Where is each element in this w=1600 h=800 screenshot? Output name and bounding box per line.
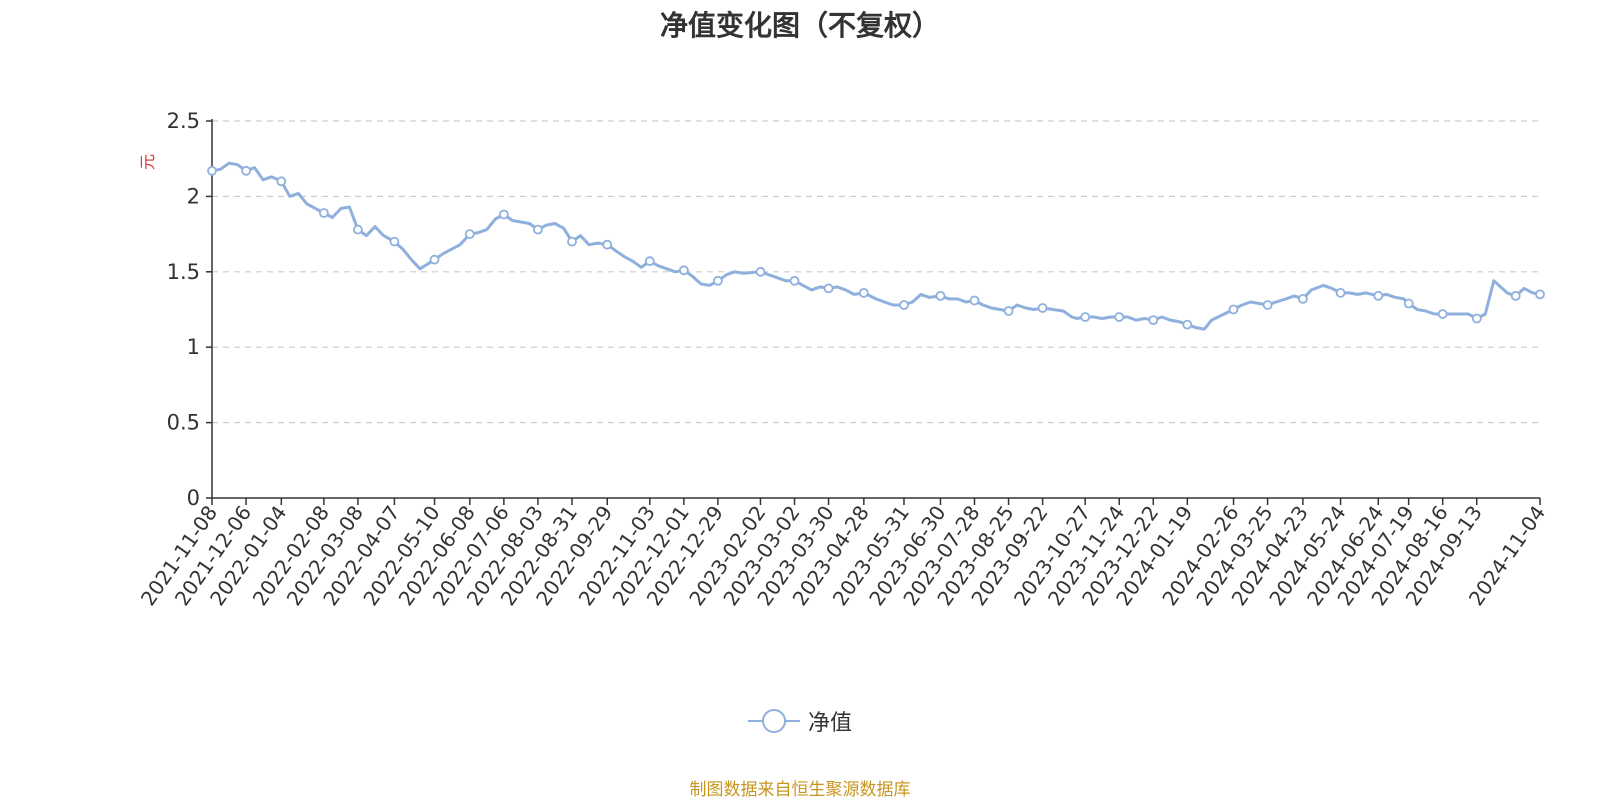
y-axis-label: 元 [138, 154, 157, 170]
nav-point [1298, 293, 1308, 304]
axis-layer: 00.511.522.52021-11-082021-12-062022-01-… [136, 109, 1550, 610]
nav-point [969, 295, 980, 306]
nav-point [644, 256, 655, 267]
nav-point [318, 208, 329, 218]
nav-point [1437, 309, 1448, 319]
nav-point [567, 236, 577, 247]
nav-point [533, 224, 543, 235]
nav-point [1037, 303, 1048, 313]
y-tick-label: 2 [187, 184, 200, 208]
nav-series-line [211, 161, 1541, 331]
nav-point [241, 165, 252, 176]
nav-point [1471, 313, 1482, 324]
y-tick-label: 1.5 [167, 260, 200, 284]
nav-point [789, 275, 800, 286]
nav-point [1335, 287, 1346, 298]
nav-point [1510, 290, 1521, 301]
nav-point [935, 290, 946, 301]
nav-point [823, 283, 834, 294]
nav-point [1148, 315, 1159, 326]
nav-point [464, 229, 475, 240]
nav-point [352, 224, 363, 235]
nav-point [1403, 298, 1414, 309]
nav-point [1262, 300, 1273, 310]
nav-point [1373, 290, 1384, 301]
legend-marker-icon [747, 706, 800, 736]
nav-point [389, 236, 400, 247]
nav-point [679, 265, 689, 276]
y-tick-label: 1 [187, 335, 200, 359]
y-tick-label: 2.5 [167, 109, 200, 133]
nav-point [1182, 319, 1193, 330]
series-layer [207, 161, 1545, 331]
chart-title: 净值变化图（不复权） [659, 9, 940, 42]
nav-point [1114, 312, 1125, 322]
nav-point [713, 275, 723, 286]
nav-point [1535, 289, 1545, 300]
nav-point [276, 176, 287, 187]
nav-point [498, 209, 509, 220]
nav-point [858, 287, 869, 298]
nav-point [602, 239, 613, 250]
y-tick-label: 0 [187, 486, 200, 510]
nav-point [899, 300, 909, 310]
legend[interactable]: 净值 [0, 705, 1600, 737]
y-tick-label: 0.5 [167, 411, 200, 435]
nav-point [429, 254, 440, 265]
nav-point [1228, 304, 1239, 315]
data-source-note: 制图数据来自恒生聚源数据库 [689, 780, 911, 800]
nav-point [1003, 306, 1014, 316]
nav-point [207, 165, 217, 176]
nav-point [1080, 312, 1091, 322]
grid-layer [212, 120, 1540, 424]
legend-label: 净值 [807, 711, 852, 736]
nav-point [755, 266, 766, 277]
